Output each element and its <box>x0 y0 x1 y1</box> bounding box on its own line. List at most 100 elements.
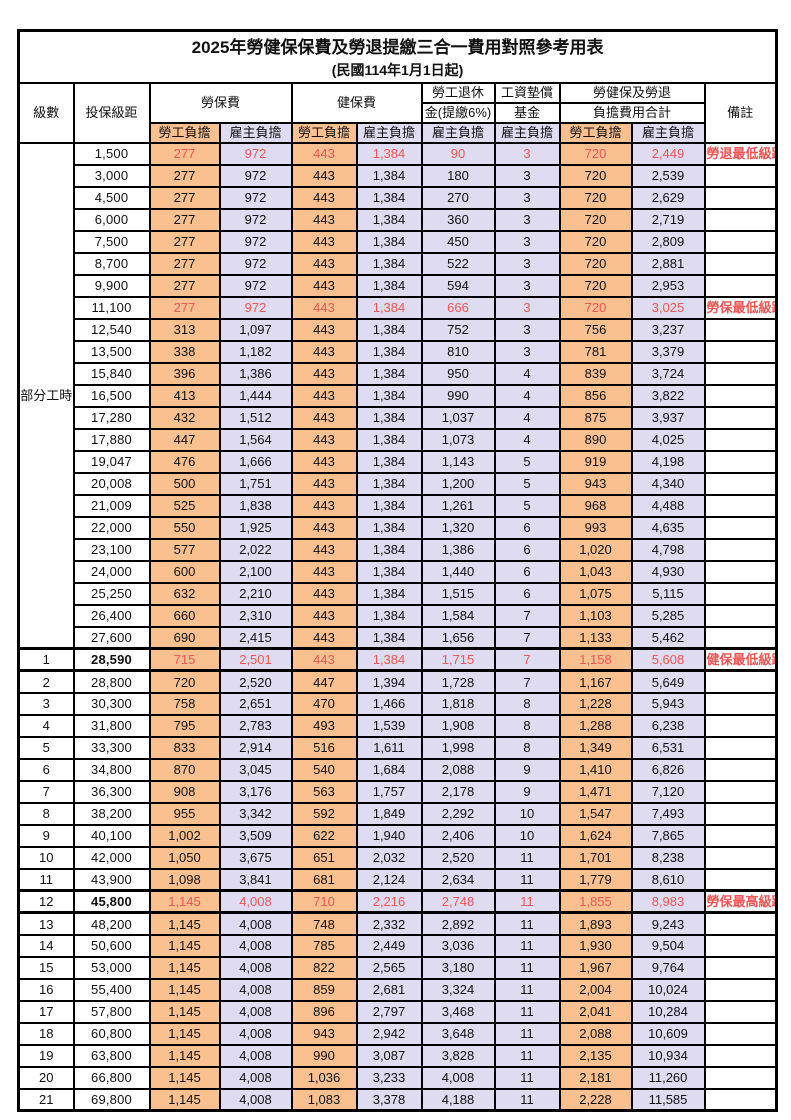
fee-cell: 1,757 <box>355 779 423 804</box>
table-row: 8,700 277 972 443 1,384 522 3 720 2,881 <box>19 251 779 276</box>
fee-cell: 1,384 <box>355 273 423 298</box>
page-subtitle: (民國114年1月1日起) <box>331 61 464 78</box>
fee-cell: 8,238 <box>630 845 706 870</box>
fee-cell: 919 <box>558 449 633 474</box>
fee-cell: 443 <box>290 229 358 254</box>
remark-cell <box>703 713 779 738</box>
remark-cell <box>703 185 779 210</box>
fee-cell: 4,008 <box>218 1043 293 1068</box>
fee-cell: 277 <box>148 141 221 166</box>
bracket-cell: 4,500 <box>72 185 151 210</box>
fee-cell: 476 <box>148 449 221 474</box>
fee-cell: 795 <box>148 713 221 738</box>
fee-cell: 4 <box>493 361 561 386</box>
fee-cell: 540 <box>290 757 358 782</box>
fee-cell: 720 <box>558 295 633 320</box>
level-cell: 21 <box>17 1087 75 1113</box>
remark-cell: 勞保最低級距 <box>703 295 779 320</box>
fee-cell: 443 <box>290 361 358 386</box>
fee-cell: 1,384 <box>355 603 423 628</box>
bracket-cell: 13,500 <box>72 339 151 364</box>
fee-cell: 681 <box>290 867 358 892</box>
bracket-cell: 1,500 <box>72 141 151 166</box>
fee-cell: 11 <box>493 889 561 914</box>
remark-cell <box>703 449 779 474</box>
remark-cell <box>703 163 779 188</box>
fee-cell: 6 <box>493 559 561 584</box>
fee-cell: 2,088 <box>420 757 496 782</box>
header-row-2: 金(提繳6%) 基金 負擔費用合計 <box>19 101 777 124</box>
fee-cell: 1,384 <box>355 471 423 496</box>
fee-cell: 1,145 <box>148 1087 221 1113</box>
premium-reference-table: 2025年勞健保保費及勞退提繳三合一費用對照參考用表 (民國114年1月1日起)… <box>16 28 779 1113</box>
table-row: 15,840 396 1,386 443 1,384 950 4 839 3,724 <box>19 361 779 386</box>
fee-cell: 11 <box>493 845 561 870</box>
bracket-cell: 28,800 <box>72 669 151 694</box>
fee-cell: 443 <box>290 207 358 232</box>
header-pension-line2: 金(提繳6%) <box>420 101 496 124</box>
fee-cell: 4,008 <box>218 1021 293 1046</box>
fee-cell: 443 <box>290 185 358 210</box>
fee-cell: 516 <box>290 735 358 760</box>
fee-cell: 4,488 <box>630 493 706 518</box>
remark-cell <box>703 911 779 936</box>
fee-cell: 2,520 <box>420 845 496 870</box>
bracket-cell: 55,400 <box>72 977 151 1002</box>
level-cell: 15 <box>17 955 75 980</box>
fee-cell: 4,008 <box>218 911 293 936</box>
fee-cell: 277 <box>148 251 221 276</box>
fee-cell: 1,133 <box>558 625 633 650</box>
bracket-cell: 8,700 <box>72 251 151 276</box>
fee-cell: 950 <box>420 361 496 386</box>
fee-cell: 972 <box>218 273 293 298</box>
header-wage-fund-line2: 基金 <box>493 101 561 124</box>
fee-cell: 2,228 <box>558 1087 633 1113</box>
header-employer-share: 雇主負擔 <box>355 121 423 144</box>
remark-cell <box>703 1065 779 1090</box>
remark-cell <box>703 383 779 408</box>
fee-cell: 493 <box>290 713 358 738</box>
table-row: 4 31,800 795 2,783 493 1,539 1,908 8 1,288 6,238 <box>17 713 779 738</box>
remark-cell <box>703 471 779 496</box>
bracket-cell: 57,800 <box>72 999 151 1024</box>
fee-cell: 1,145 <box>148 933 221 958</box>
bracket-cell: 40,100 <box>72 823 151 848</box>
fee-cell: 1,838 <box>218 493 293 518</box>
fee-cell: 9,764 <box>630 955 706 980</box>
fee-cell: 972 <box>218 251 293 276</box>
fee-cell: 577 <box>148 537 221 562</box>
fee-cell: 2,004 <box>558 977 633 1002</box>
fee-cell: 1,584 <box>420 603 496 628</box>
fee-cell: 3,036 <box>420 933 496 958</box>
fee-cell: 1,384 <box>355 185 423 210</box>
remark-cell <box>703 691 779 716</box>
fee-cell: 11 <box>493 1021 561 1046</box>
fee-cell: 11,585 <box>630 1087 706 1113</box>
remark-cell <box>703 669 779 694</box>
fee-cell: 9 <box>493 779 561 804</box>
fee-cell: 710 <box>290 889 358 914</box>
fee-cell: 277 <box>148 295 221 320</box>
fee-cell: 943 <box>290 1021 358 1046</box>
fee-cell: 1,384 <box>355 207 423 232</box>
fee-cell: 870 <box>148 757 221 782</box>
fee-cell: 522 <box>420 251 496 276</box>
fee-cell: 8,983 <box>630 889 706 914</box>
fee-cell: 4,025 <box>630 427 706 452</box>
bracket-cell: 25,250 <box>72 581 151 606</box>
fee-cell: 890 <box>558 427 633 452</box>
fee-cell: 1,715 <box>420 647 496 672</box>
bracket-cell: 27,600 <box>72 625 151 650</box>
remark-cell <box>703 735 779 760</box>
fee-cell: 6,826 <box>630 757 706 782</box>
fee-cell: 7,120 <box>630 779 706 804</box>
fee-cell: 720 <box>558 185 633 210</box>
bracket-cell: 60,800 <box>72 1021 151 1046</box>
header-pension-line1: 勞工退休 <box>420 81 496 104</box>
fee-cell: 720 <box>558 207 633 232</box>
level-group-part-time: 部分工時 <box>17 141 75 650</box>
fee-cell: 1,384 <box>355 229 423 254</box>
fee-cell: 1,320 <box>420 515 496 540</box>
bracket-cell: 17,280 <box>72 405 151 430</box>
fee-cell: 443 <box>290 471 358 496</box>
